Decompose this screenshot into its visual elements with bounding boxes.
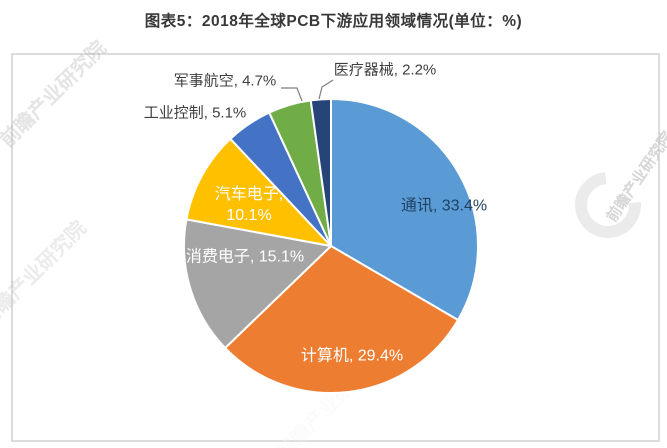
- pie-slice-6: [309, 97, 332, 247]
- pie-slice-3: [185, 137, 332, 247]
- chart-title: 图表5：2018年全球PCB下游应用领域情况(单位：%): [144, 13, 523, 30]
- pie-slice-2: [183, 218, 332, 349]
- leader-line-yiliao: [318, 79, 334, 100]
- leader-line-junshi: [281, 87, 303, 102]
- plot-area-border: [11, 53, 660, 442]
- pie-slice-0: [330, 98, 479, 322]
- pie-slice-1: [224, 245, 459, 394]
